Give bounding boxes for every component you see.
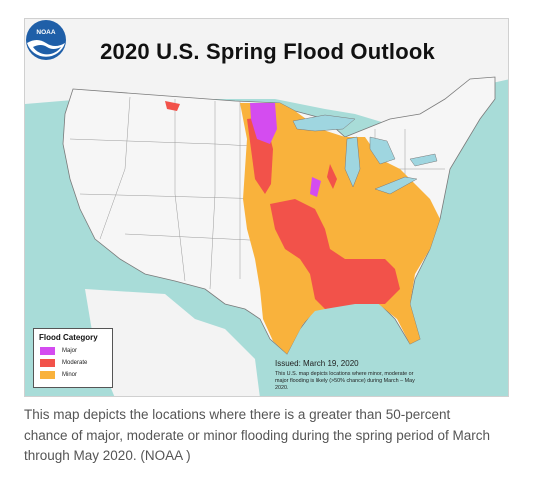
legend-swatch-moderate xyxy=(40,359,55,367)
issued-date: Issued: March 19, 2020 xyxy=(275,359,359,368)
mexico-land xyxy=(85,289,260,396)
lake-superior xyxy=(292,114,356,132)
flood-outlook-map: 2020 U.S. Spring Flood Outlook Flood Cat… xyxy=(24,18,509,397)
moderate-flood-wisconsin xyxy=(327,164,337,189)
noaa-logo-icon: NOAA xyxy=(26,20,66,60)
lake-ontario xyxy=(409,153,438,167)
legend-swatch-minor xyxy=(40,371,55,379)
great-lakes xyxy=(292,114,438,195)
major-flood-red-river xyxy=(250,103,277,144)
legend: Flood Category Major Moderate Minor xyxy=(33,328,113,388)
legend-item-moderate: Moderate xyxy=(34,357,112,369)
legend-label-moderate: Moderate xyxy=(62,360,88,366)
noaa-logo-text: NOAA xyxy=(36,29,55,36)
lake-erie xyxy=(374,176,418,195)
legend-title: Flood Category xyxy=(39,333,98,342)
lake-huron xyxy=(369,136,396,165)
legend-label-major: Major xyxy=(62,348,78,354)
legend-item-minor: Minor xyxy=(34,369,112,381)
image-caption: This map depicts the locations where the… xyxy=(24,407,491,463)
legend-label-minor: Minor xyxy=(62,372,78,378)
canada-land xyxy=(25,19,508,129)
map-title: 2020 U.S. Spring Flood Outlook xyxy=(100,39,435,64)
major-flood-iowa xyxy=(310,177,321,197)
lake-michigan xyxy=(344,136,361,188)
map-disclaimer: This U.S. map depicts locations where mi… xyxy=(275,371,415,391)
legend-swatch-major xyxy=(40,347,55,355)
legend-item-major: Major xyxy=(34,345,112,357)
moderate-flood-montana xyxy=(165,101,180,111)
moderate-flood-mississippi xyxy=(270,199,400,309)
